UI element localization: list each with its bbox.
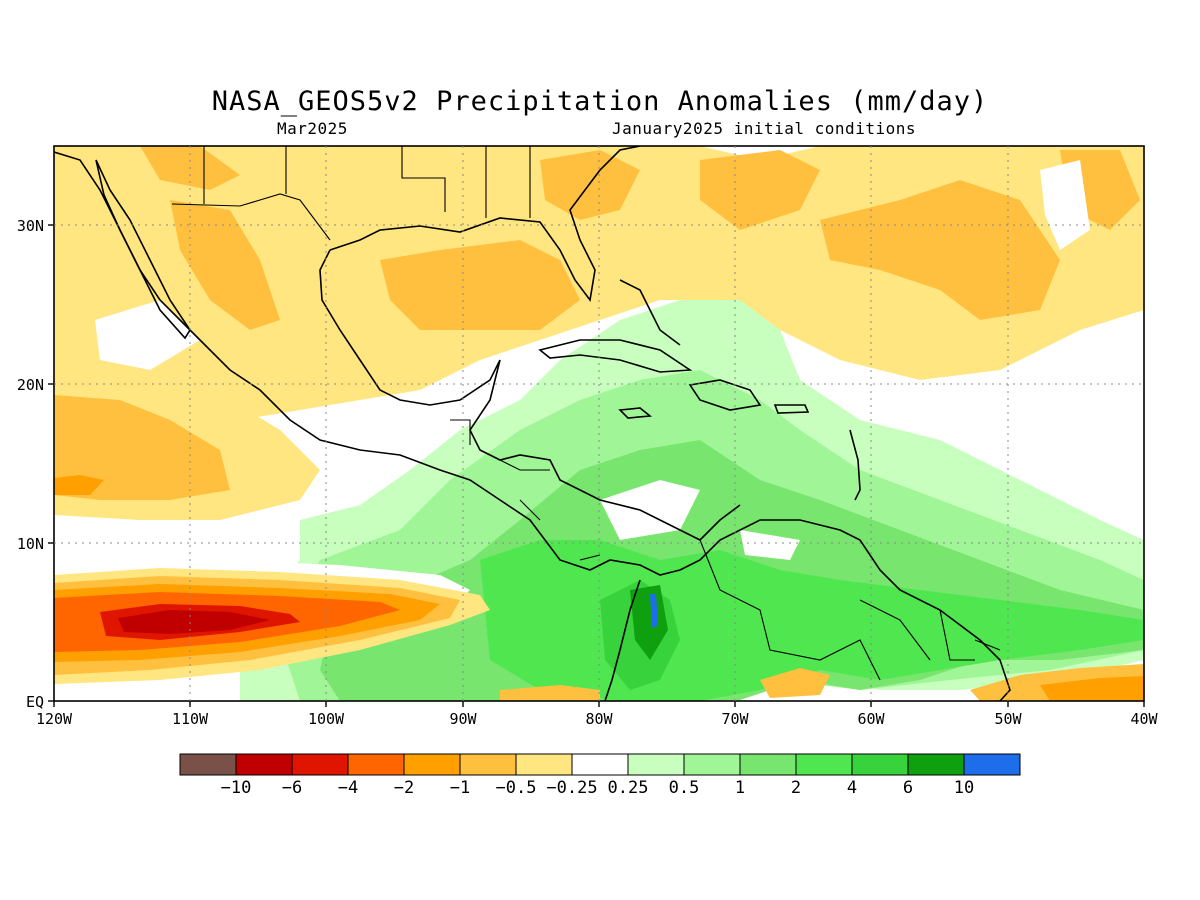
lon-label-90w: 90W [449,710,477,728]
anomaly-white-guyana [740,530,800,560]
axis-ticks [48,224,1145,707]
colorbar-labels: −10 −6 −4 −2 −1 −0.5 −0.25 0.25 0.5 1 2 4 6 10 [221,778,975,798]
colorbar-label: 2 [791,778,801,798]
colorbar-swatch [571,753,629,776]
colorbar-swatch [627,753,685,776]
coastline-hispaniola [688,379,762,411]
lon-label-100w: 100W [308,710,345,728]
lat-label-20n: 20N [17,376,44,394]
colorbar-swatch [963,753,1021,776]
colorbar-label: 4 [847,778,857,798]
colorbar-swatch [235,753,293,776]
anomaly-dry-pacific-south [500,685,600,701]
anomaly-wet-peak [650,594,658,628]
anomaly-dry-strong-patch [54,475,104,495]
anomaly-dry-southeast-us [540,150,640,220]
colorbar-label: −0.5 [496,778,537,798]
coastline-cuba [538,339,693,373]
colorbar-label: −1 [450,778,470,798]
coastline-mexico-gulf-side [319,249,741,541]
colorbar-label: 10 [954,778,974,798]
grid-lines [54,146,1144,701]
colorbar-swatch [739,753,797,776]
lat-label-eq: EQ [26,693,44,711]
coastline-gulf-of-mexico [329,146,641,302]
colorbar-swatch [683,753,741,776]
coastline-jamaica [618,407,653,419]
lon-label-110w: 110W [172,710,209,728]
border-us-states [203,146,531,218]
colorbar-label: −4 [338,778,358,798]
border-us-mexico [171,193,331,241]
lon-label-60w: 60W [857,710,885,728]
initial-conditions-label: January2025 initial conditions [612,119,916,138]
coastline-lesser-antilles [849,429,861,501]
colorbar-swatch [459,753,517,776]
colorbar-label: −6 [282,778,302,798]
colorbar-swatch [403,753,461,776]
anomaly-dry-pacific [54,395,230,500]
anomaly-dry-atlantic-1 [700,150,820,230]
colorbar [179,753,1021,776]
lon-label-120w: 120W [36,710,73,728]
anomaly-dry-mid-sa [1040,676,1144,701]
lat-label-10n: 10N [17,535,44,553]
lon-labels: 120W 110W 100W 90W 80W 70W 60W 50W 40W [36,710,1159,728]
valid-month-label: Mar2025 [277,119,348,138]
anomaly-white-atlantic [1040,160,1090,250]
lat-labels: EQ 10N 20N 30N [17,217,44,711]
colorbar-label: −0.25 [546,778,597,798]
anomaly-dry-deep-itcz [118,610,270,634]
anomaly-dry-atlantic-2 [820,180,1060,320]
coastline-baja-california [95,159,191,340]
country-borders [171,146,1001,681]
colorbar-swatch [851,753,909,776]
border-south-america [699,539,1001,681]
coastline-puerto-rico [773,404,810,414]
anomaly-dry-amazon [760,668,830,698]
anomaly-dry-mexico [170,200,280,330]
coastlines [54,146,1011,701]
anomaly-dry-gulf [380,240,580,330]
border-central-america [450,419,601,561]
colorbar-swatch [907,753,965,776]
colorbar-label: 0.5 [669,778,700,798]
coastline-south-america-pacific [604,579,641,701]
colorbar-label: 6 [903,778,913,798]
colorbar-swatch [515,753,573,776]
colorbar-swatch [347,753,405,776]
coastline-south-america [679,519,1011,701]
colorbar-swatch [291,753,349,776]
colorbar-label: 1 [735,778,745,798]
colorbar-label: −10 [221,778,252,798]
anomaly-wet-extreme [630,585,668,660]
chart-title: NASA_GEOS5v2 Precipitation Anomalies (mm… [211,86,989,117]
anomaly-white-caribbean [600,480,700,540]
colorbar-label: −2 [394,778,414,798]
lat-label-30n: 30N [17,217,44,235]
anomaly-white-pacific [95,300,200,370]
colorbar-label: 0.25 [608,778,649,798]
lon-label-40w: 40W [1130,710,1158,728]
coastline-bahamas [619,279,681,346]
colorbar-swatch [795,753,853,776]
lon-label-80w: 80W [585,710,613,728]
colorbar-swatch [179,753,237,776]
lon-label-50w: 50W [994,710,1022,728]
anomaly-field [54,146,1144,701]
lon-label-70w: 70W [721,710,749,728]
